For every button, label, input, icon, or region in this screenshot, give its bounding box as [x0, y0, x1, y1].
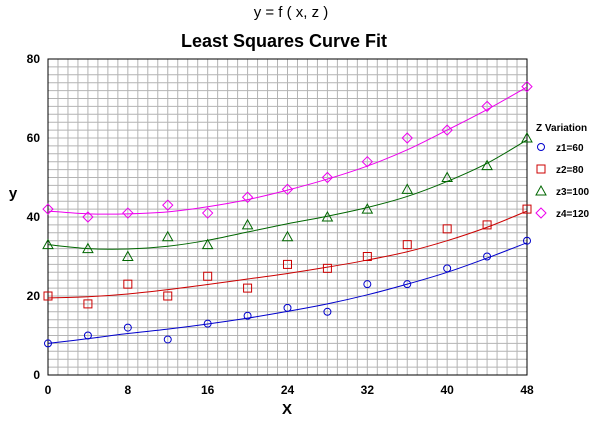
- y-axis-label: y: [9, 185, 18, 202]
- chart-suptitle: y = f ( x, z ): [254, 4, 329, 21]
- x-tick-label: 0: [45, 383, 52, 397]
- data-point-z3=100: [401, 183, 414, 194]
- x-tick-label: 48: [520, 383, 534, 397]
- legend-label-z1=60: z1=60: [556, 143, 584, 154]
- legend-title: Z Variation: [536, 123, 587, 134]
- data-point-z2=80: [163, 291, 173, 301]
- data-point-z3=100: [481, 159, 493, 171]
- data-point-z4=120: [361, 155, 374, 168]
- data-point-z1=60: [83, 331, 92, 340]
- legend-label-z4=120: z4=120: [556, 209, 590, 220]
- x-tick-label: 40: [440, 383, 454, 397]
- data-point-z2=80: [43, 291, 53, 301]
- data-point-z3=100: [441, 171, 454, 182]
- data-point-z2=80: [283, 259, 292, 269]
- data-point-z2=80: [322, 263, 332, 273]
- y-tick-label: 40: [27, 210, 41, 224]
- data-point-z3=100: [201, 238, 214, 250]
- data-point-z2=80: [442, 224, 452, 234]
- x-tick-label: 24: [281, 383, 295, 397]
- data-point-z2=80: [402, 240, 412, 250]
- data-point-z3=100: [281, 230, 294, 242]
- data-point-z4=120: [162, 199, 174, 211]
- legend-marker-z1=60: [537, 143, 545, 151]
- x-tick-label: 16: [201, 383, 215, 397]
- data-point-z2=80: [482, 220, 492, 230]
- data-point-z4=120: [122, 207, 134, 219]
- data-point-z3=100: [361, 203, 374, 214]
- plot-frame: [47, 58, 528, 376]
- data-point-z3=100: [42, 238, 54, 250]
- data-point-z3=100: [241, 218, 254, 230]
- legend-label-z2=80: z2=80: [556, 165, 584, 176]
- data-point-z1=60: [403, 280, 412, 289]
- legend-marker-z4=120: [535, 207, 547, 219]
- data-point-z1=60: [203, 319, 212, 328]
- legend-items: z1=60 z2=80 z3=100 z4=120: [535, 143, 590, 220]
- data-point-z4=120: [401, 132, 413, 144]
- data-point-z4=120: [201, 207, 214, 219]
- y-tick-label: 80: [27, 52, 41, 66]
- data-point-z1=60: [123, 323, 132, 332]
- y-tick-label: 60: [27, 131, 41, 145]
- data-point-z4=120: [521, 80, 533, 93]
- data-point-z4=120: [321, 171, 334, 184]
- data-point-z1=60: [483, 252, 492, 261]
- data-point-z3=100: [161, 230, 174, 242]
- data-point-z1=60: [283, 303, 292, 312]
- data-point-z3=100: [321, 210, 334, 222]
- data-point-z1=60: [44, 339, 52, 348]
- data-point-z4=120: [241, 191, 254, 203]
- y-tick-label: 20: [27, 289, 41, 303]
- y-tick-label: 0: [33, 368, 40, 382]
- data-point-z2=80: [243, 283, 253, 293]
- legend-marker-z2=80: [536, 164, 546, 174]
- data-markers: [42, 80, 533, 348]
- data-point-z4=120: [281, 183, 294, 196]
- legend-marker-z3=100: [535, 184, 547, 196]
- data-point-z4=120: [481, 100, 493, 113]
- fit-curve-z2=80: [47, 210, 528, 299]
- grid: [48, 59, 527, 375]
- x-axis-label: X: [282, 401, 292, 418]
- data-point-z2=80: [362, 252, 372, 261]
- data-point-z2=80: [522, 204, 532, 214]
- data-point-z1=60: [363, 280, 372, 289]
- data-point-z4=120: [82, 211, 94, 223]
- tick-labels: 0 8 16 24 32 40 48 0 20 40 60 80: [27, 52, 534, 397]
- data-point-z3=100: [521, 131, 533, 143]
- chart-title: Least Squares Curve Fit: [181, 31, 387, 51]
- x-tick-label: 32: [361, 383, 375, 397]
- data-point-z4=120: [441, 124, 453, 136]
- data-point-z2=80: [123, 279, 133, 289]
- data-point-z4=120: [42, 203, 54, 215]
- legend: Z Variation z1=60 z2=80 z3=100 z4=120: [535, 123, 590, 220]
- data-point-z1=60: [163, 335, 172, 344]
- data-point-z3=100: [82, 242, 94, 254]
- data-point-z1=60: [523, 236, 531, 245]
- data-point-z2=80: [83, 299, 93, 309]
- fit-curve-z4=120: [47, 86, 528, 215]
- legend-label-z3=100: z3=100: [556, 187, 590, 198]
- data-point-z1=60: [443, 264, 452, 273]
- data-point-z2=80: [203, 271, 213, 281]
- x-tick-label: 8: [124, 383, 131, 397]
- data-point-z3=100: [121, 250, 134, 261]
- data-point-z1=60: [243, 311, 252, 320]
- data-point-z1=60: [323, 307, 332, 316]
